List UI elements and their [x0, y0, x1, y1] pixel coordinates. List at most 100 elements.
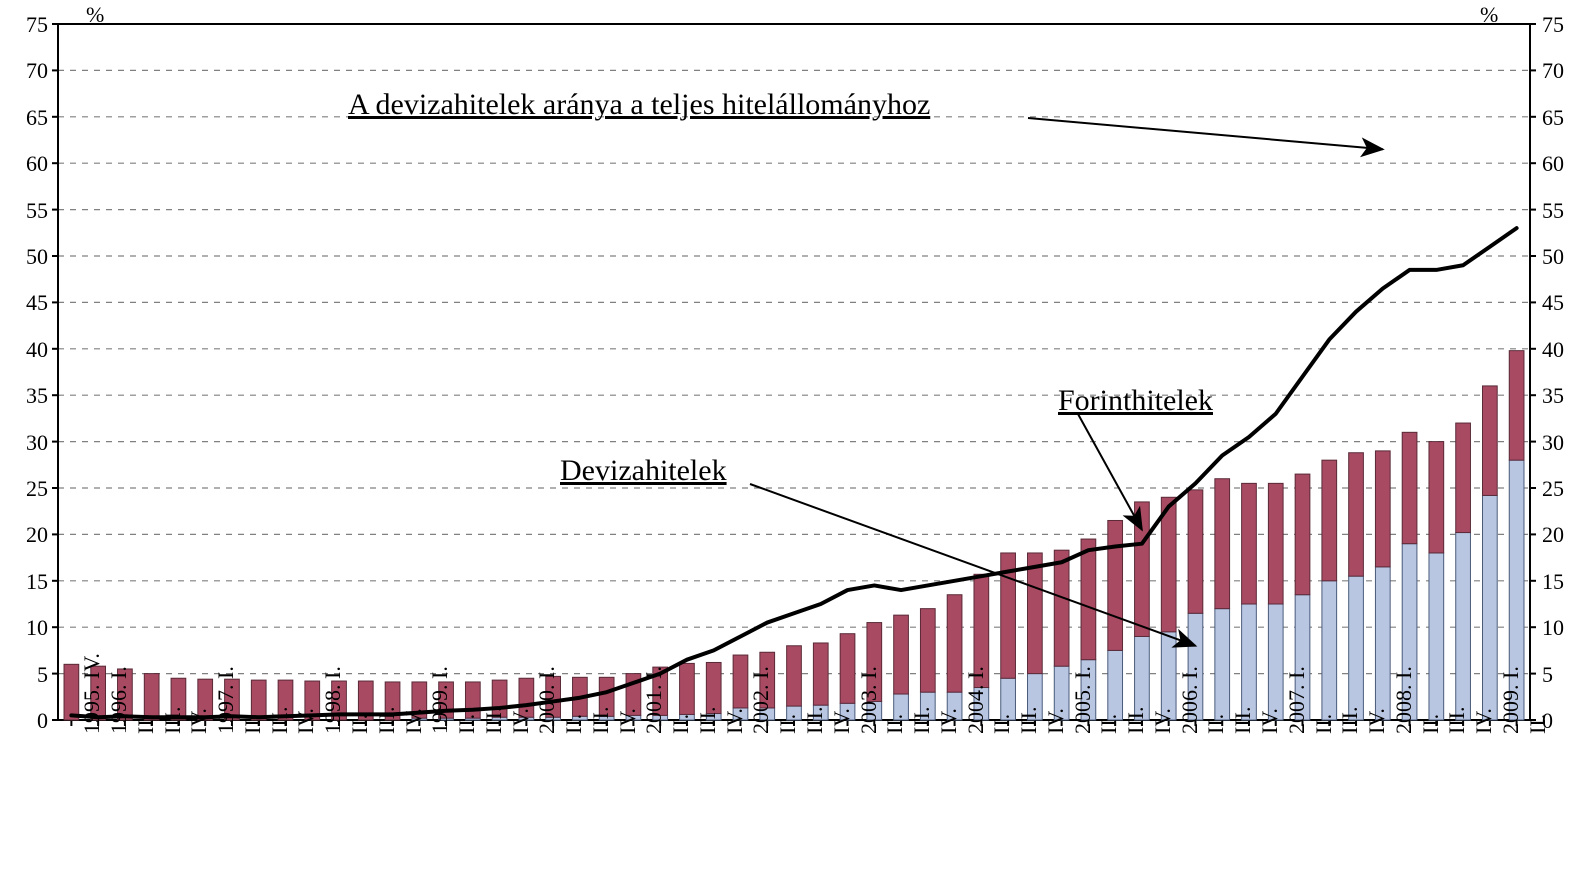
y-tick-label-left: 70: [8, 58, 48, 84]
x-tick-label: 1998. I.: [320, 666, 346, 734]
y-tick-label-left: 0: [8, 708, 48, 734]
x-tick-label: II.: [240, 714, 266, 734]
bar-forint: [733, 655, 748, 708]
x-tick-label: III.: [160, 707, 186, 734]
x-tick-label: II.: [1096, 714, 1122, 734]
x-tick-label: 2007. I.: [1284, 666, 1310, 734]
bar-forint: [1081, 539, 1096, 660]
x-tick-label: 1999. I.: [427, 666, 453, 734]
bar-forint: [787, 646, 802, 706]
y-axis-title-left: %: [86, 2, 104, 28]
chart-container: % % 051015202530354045505560657075 05101…: [0, 0, 1583, 875]
bar-forint: [1322, 460, 1337, 581]
bar-deviza: [1161, 632, 1176, 720]
y-tick-label-right: 20: [1542, 522, 1582, 548]
x-tick-label: IV.: [829, 708, 855, 734]
x-tick-label: II.: [989, 714, 1015, 734]
y-tick-label-right: 65: [1542, 105, 1582, 131]
y-tick-label-left: 55: [8, 198, 48, 224]
x-tick-label: II.: [668, 714, 694, 734]
bar-forint: [1429, 442, 1444, 553]
x-tick-label: IV.: [615, 708, 641, 734]
x-tick-label: IV.: [293, 708, 319, 734]
y-tick-label-left: 25: [8, 476, 48, 502]
y-tick-label-left: 45: [8, 290, 48, 316]
annotation-deviza-label: Devizahitelek: [560, 454, 727, 488]
y-tick-label-left: 40: [8, 337, 48, 363]
x-tick-label: 1997. I.: [213, 666, 239, 734]
y-tick-label-right: 15: [1542, 569, 1582, 595]
x-tick-label: IV.: [508, 708, 534, 734]
y-tick-label-right: 25: [1542, 476, 1582, 502]
x-tick-label: 2005. I.: [1070, 666, 1096, 734]
y-tick-label-right: 35: [1542, 383, 1582, 409]
x-tick-label: III.: [695, 707, 721, 734]
annotation-line-label: A devizahitelek aránya a teljes hiteláll…: [348, 88, 930, 122]
bar-forint: [1028, 553, 1043, 674]
bar-forint: [1054, 550, 1069, 666]
x-tick-label: 2006. I.: [1177, 666, 1203, 734]
x-tick-label: III.: [802, 707, 828, 734]
x-tick-label: III.: [1444, 707, 1470, 734]
bar-forint: [1188, 490, 1203, 613]
y-tick-label-left: 15: [8, 569, 48, 595]
y-tick-label-left: 10: [8, 615, 48, 641]
x-tick-label: III.: [588, 707, 614, 734]
annotation-arrow: [750, 484, 1195, 646]
y-tick-label-right: 50: [1542, 244, 1582, 270]
y-tick-label-right: 5: [1542, 662, 1582, 688]
bar-deviza: [1375, 567, 1390, 720]
x-tick-label: 2000. I.: [534, 666, 560, 734]
y-tick-label-left: 65: [8, 105, 48, 131]
bar-forint: [1295, 474, 1310, 595]
x-tick-label: II.: [775, 714, 801, 734]
x-tick-label: 2002. I.: [748, 666, 774, 734]
x-tick-label: 2008. I.: [1391, 666, 1417, 734]
x-tick-label: IV.: [1150, 708, 1176, 734]
bar-forint: [1215, 479, 1230, 609]
y-tick-label-right: 60: [1542, 151, 1582, 177]
y-axis-title-right: %: [1480, 2, 1498, 28]
bar-forint: [813, 643, 828, 705]
bar-forint: [1108, 520, 1123, 650]
x-tick-label: IV.: [722, 708, 748, 734]
y-tick-label-left: 5: [8, 662, 48, 688]
x-tick-label: II.: [1311, 714, 1337, 734]
y-tick-label-right: 10: [1542, 615, 1582, 641]
y-tick-label-left: 30: [8, 430, 48, 456]
bar-forint: [1242, 483, 1257, 604]
x-tick-label: III.: [267, 707, 293, 734]
x-tick-label: 2003. I.: [856, 666, 882, 734]
bar-forint: [465, 682, 480, 718]
bar-deviza: [1108, 650, 1123, 720]
bar-forint: [680, 663, 695, 714]
x-tick-label: II.: [882, 714, 908, 734]
y-tick-label-left: 75: [8, 12, 48, 38]
bar-forint: [840, 634, 855, 704]
x-tick-label: 1996. I.: [106, 666, 132, 734]
x-tick-label: III.: [374, 707, 400, 734]
x-tick-label: 1995. IV.: [79, 653, 105, 734]
x-tick-label: III.: [1016, 707, 1042, 734]
bar-deviza: [1242, 604, 1257, 720]
y-tick-label-left: 50: [8, 244, 48, 270]
x-tick-label: IV.: [186, 708, 212, 734]
y-tick-label-right: 40: [1542, 337, 1582, 363]
x-tick-label: III.: [1123, 707, 1149, 734]
x-tick-label: II.: [561, 714, 587, 734]
x-tick-label: II.: [454, 714, 480, 734]
x-tick-label: IV.: [401, 708, 427, 734]
bar-forint: [1509, 351, 1524, 461]
x-tick-label: 2004. I.: [963, 666, 989, 734]
bar-forint: [1482, 386, 1497, 496]
x-tick-label: 2009. I.: [1498, 666, 1524, 734]
chart-svg: [0, 0, 1583, 875]
bar-forint: [920, 609, 935, 693]
bar-forint: [947, 595, 962, 692]
annotation-arrow: [1028, 118, 1383, 149]
y-tick-label-right: 75: [1542, 12, 1582, 38]
y-tick-label-left: 60: [8, 151, 48, 177]
x-tick-label: II.: [347, 714, 373, 734]
bar-deviza: [1482, 495, 1497, 720]
bar-deviza: [1429, 553, 1444, 720]
